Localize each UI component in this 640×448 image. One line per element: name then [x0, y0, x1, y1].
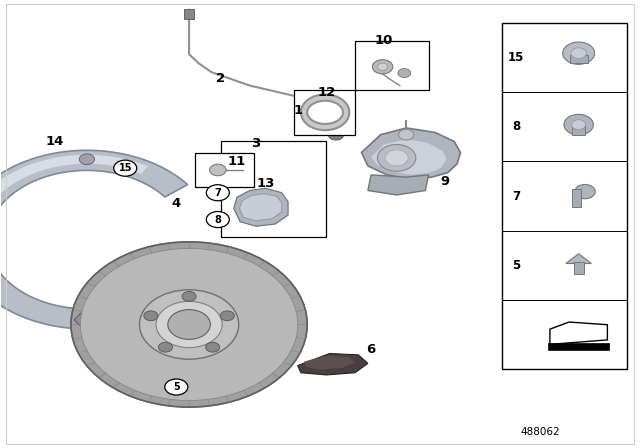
Text: 13: 13 [257, 177, 275, 190]
Bar [195, 152, 254, 187]
Circle shape [144, 311, 158, 321]
Text: 8: 8 [214, 215, 221, 224]
Polygon shape [221, 188, 275, 229]
Circle shape [81, 249, 298, 401]
Bar [184, 9, 194, 18]
Polygon shape [239, 194, 282, 221]
Polygon shape [371, 139, 447, 175]
Bar [572, 189, 581, 207]
Circle shape [378, 63, 388, 70]
Text: 8: 8 [512, 121, 520, 134]
Polygon shape [548, 343, 609, 350]
Text: 5: 5 [173, 382, 180, 392]
Bar [221, 142, 326, 237]
Text: 4: 4 [172, 198, 181, 211]
Text: 7: 7 [214, 188, 221, 198]
Polygon shape [227, 168, 243, 194]
Polygon shape [304, 356, 355, 370]
Circle shape [79, 154, 95, 164]
Polygon shape [550, 322, 607, 345]
Circle shape [206, 211, 229, 228]
Circle shape [378, 145, 416, 171]
Bar [573, 262, 584, 274]
Text: 3: 3 [252, 137, 260, 150]
Text: 6: 6 [367, 343, 376, 356]
Text: 9: 9 [440, 175, 449, 188]
Bar [570, 55, 588, 63]
Circle shape [399, 129, 414, 140]
Circle shape [156, 302, 222, 348]
Text: 15: 15 [508, 51, 524, 64]
Circle shape [372, 60, 393, 74]
Circle shape [99, 314, 115, 324]
Polygon shape [362, 128, 461, 179]
Circle shape [71, 242, 307, 407]
Bar [355, 41, 429, 90]
Circle shape [571, 48, 586, 59]
Bar [572, 125, 585, 135]
Polygon shape [0, 155, 148, 269]
Circle shape [328, 129, 344, 140]
Circle shape [385, 150, 408, 166]
Text: 2: 2 [216, 72, 225, 86]
Polygon shape [234, 188, 288, 226]
Polygon shape [368, 175, 429, 195]
Circle shape [168, 310, 211, 339]
Text: 15: 15 [118, 163, 132, 173]
Circle shape [114, 160, 137, 176]
Circle shape [398, 69, 411, 78]
Circle shape [206, 185, 229, 201]
Bar [294, 90, 355, 135]
Text: 1: 1 [293, 103, 302, 116]
Text: 11: 11 [228, 155, 246, 168]
Circle shape [182, 292, 196, 302]
Polygon shape [566, 254, 591, 263]
Text: 7: 7 [512, 190, 520, 202]
Circle shape [159, 342, 173, 352]
Text: 10: 10 [374, 34, 393, 47]
Text: 12: 12 [317, 86, 335, 99]
Polygon shape [266, 169, 285, 195]
Circle shape [209, 164, 226, 176]
Circle shape [220, 311, 234, 321]
Circle shape [563, 42, 595, 65]
Polygon shape [0, 151, 188, 329]
Circle shape [165, 379, 188, 395]
Polygon shape [74, 313, 97, 329]
Circle shape [564, 114, 593, 135]
Bar [502, 23, 627, 369]
Text: 488062: 488062 [520, 427, 560, 438]
Circle shape [572, 120, 586, 129]
Text: 5: 5 [512, 259, 520, 272]
Circle shape [575, 185, 595, 199]
Polygon shape [298, 353, 368, 375]
Text: 14: 14 [46, 135, 64, 148]
Circle shape [140, 290, 239, 359]
Circle shape [205, 342, 220, 352]
